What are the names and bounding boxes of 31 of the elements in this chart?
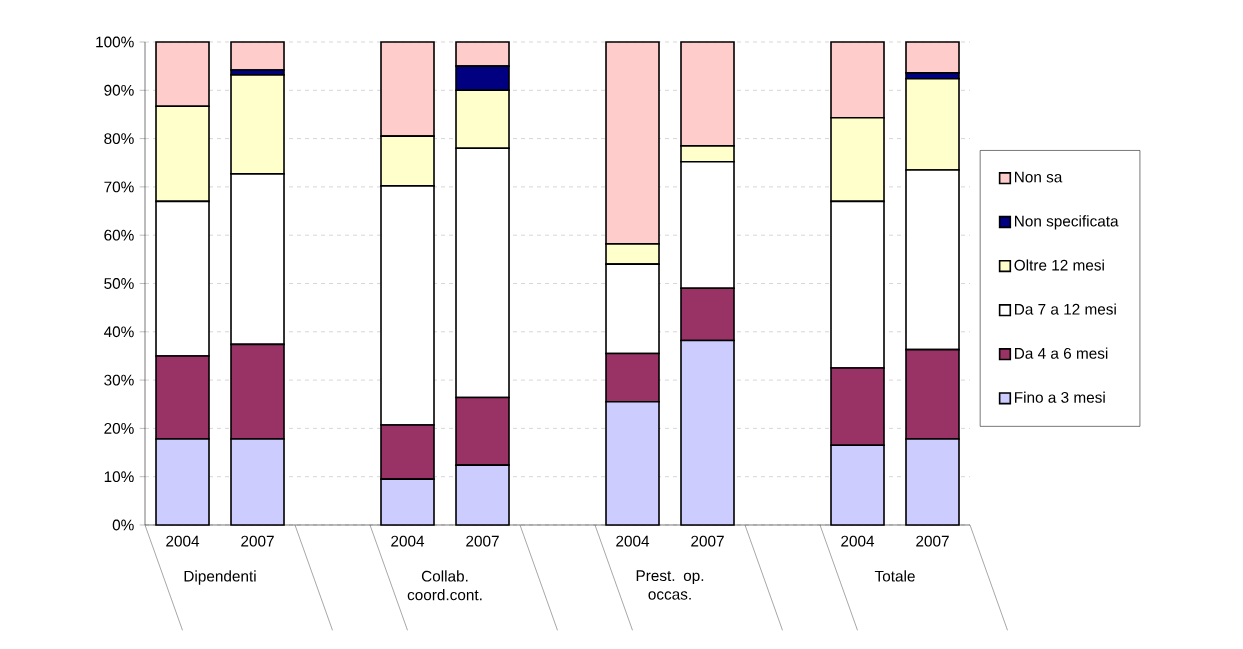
y-tick-label: 10% <box>104 471 134 483</box>
text: Dipendenti <box>184 570 256 585</box>
y-tick-label: 50% <box>104 278 134 289</box>
y-tick-label: 20% <box>104 422 134 434</box>
y-tick-label: 30% <box>104 374 134 386</box>
y-tick-label: 70% <box>104 181 134 193</box>
y-tick-label: 40% <box>103 326 134 338</box>
x-tick-label: 2007 <box>241 535 274 547</box>
x-tick-label: 2004 <box>166 535 200 547</box>
x-tick-label: 2007 <box>466 535 499 547</box>
y-tick-label: 0% <box>112 519 134 531</box>
y-tick-label: 100% <box>96 36 134 48</box>
y-tick-label: 90% <box>104 84 134 96</box>
legend-label: Oltre 12 mesi <box>1014 259 1104 271</box>
text: Collab. coord.cont. <box>407 570 482 601</box>
legend-label: Da 7 a 12 mesi <box>1015 303 1116 315</box>
x-tick-label: 2004 <box>616 535 650 547</box>
text: Prest. op. occas. <box>636 570 704 600</box>
y-tick-label: 60% <box>104 229 134 241</box>
x-tick-label: 2004 <box>841 535 875 547</box>
text: Totale <box>874 570 915 582</box>
x-tick-label: 2007 <box>691 535 724 547</box>
legend-label: Non sa <box>1015 171 1063 183</box>
x-tick-label: 2007 <box>916 535 949 547</box>
bar <box>905 41 960 74</box>
bar <box>230 41 285 71</box>
legend-label: Da 4 a 6 mesi <box>1015 347 1108 359</box>
y-tick-label: 80% <box>104 133 134 145</box>
x-tick-label: 2004 <box>391 535 425 547</box>
legend-label: Fino a 3 mesi <box>1015 391 1105 403</box>
legend-label: Non specificata <box>1015 215 1119 230</box>
